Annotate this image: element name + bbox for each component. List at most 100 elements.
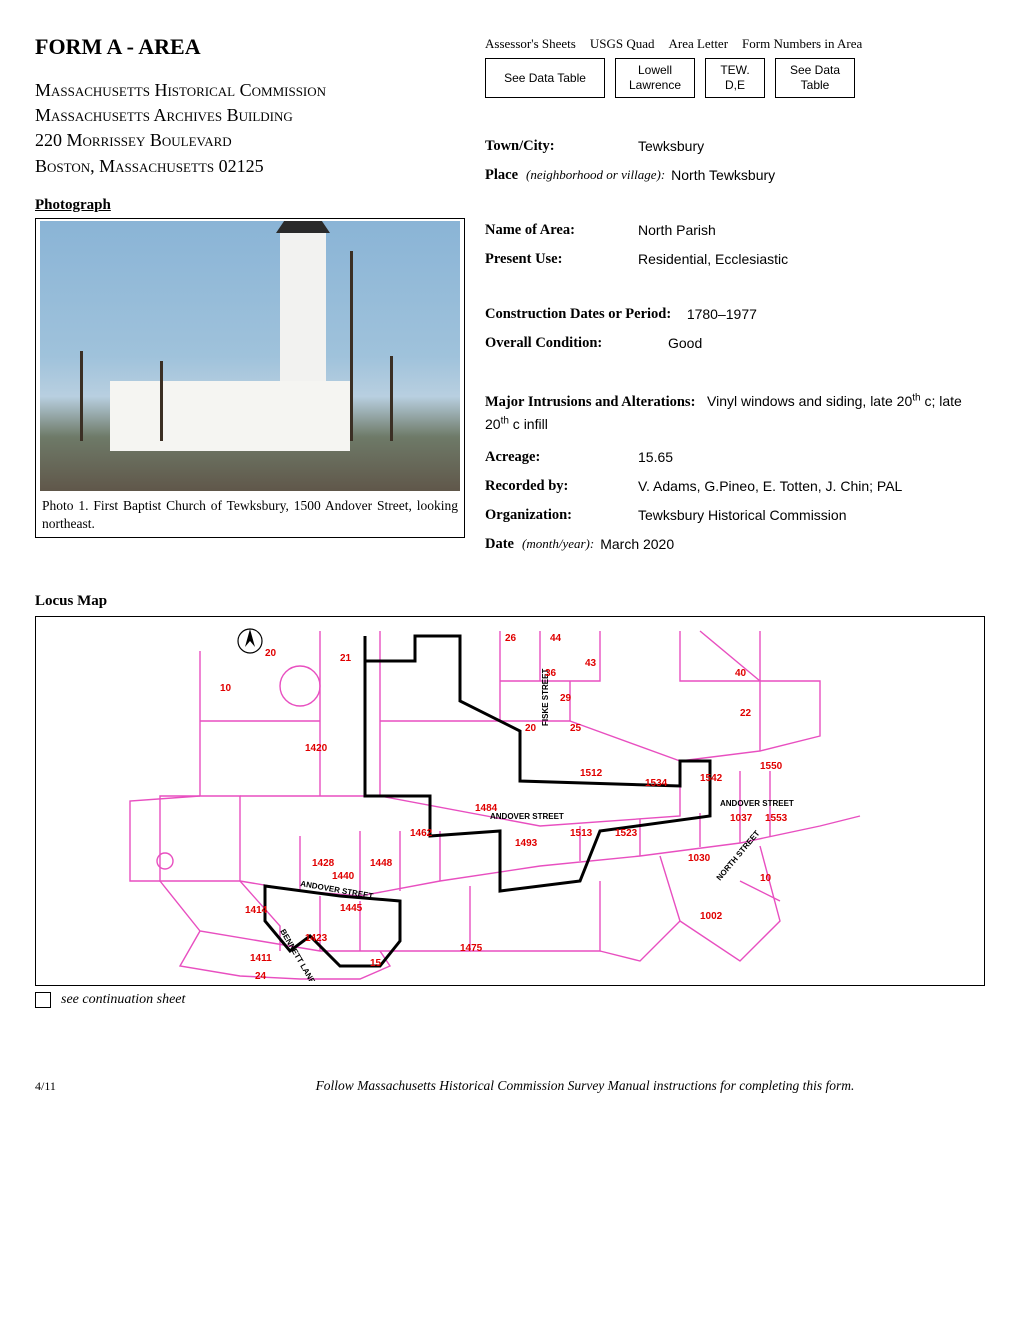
date-sublabel: (month/year): <box>522 536 594 553</box>
continuation-row: see continuation sheet <box>35 992 985 1008</box>
locus-map-image: ANDOVER STREET ANDOVER STREET ANDOVER ST… <box>40 621 980 981</box>
dates-label: Construction Dates or Period: <box>485 306 671 323</box>
org-label: Organization: <box>485 507 630 524</box>
street-label: NORTH STREET <box>715 829 762 883</box>
svg-text:1411: 1411 <box>250 953 272 964</box>
form-numbers-cell: See Data Table <box>775 58 855 98</box>
svg-text:20: 20 <box>265 648 277 659</box>
commission-line: Massachusetts Archives Building <box>35 103 465 128</box>
svg-text:43: 43 <box>585 658 597 669</box>
svg-text:1523: 1523 <box>615 828 638 839</box>
condition-value: Good <box>668 335 702 352</box>
svg-text:1475: 1475 <box>460 943 483 954</box>
svg-text:1030: 1030 <box>688 853 711 864</box>
svg-text:1462: 1462 <box>410 828 433 839</box>
place-value: North Tewksbury <box>671 167 775 184</box>
svg-text:1493: 1493 <box>515 838 538 849</box>
cell-text: Lawrence <box>622 78 688 93</box>
cell-text: Table <box>782 78 848 93</box>
date-value: March 2020 <box>600 536 674 553</box>
fields-block: Town/City: Tewksbury Place (neighborhood… <box>485 138 985 553</box>
cell-text: See Data <box>782 63 848 78</box>
svg-text:1553: 1553 <box>765 813 788 824</box>
svg-text:36: 36 <box>545 668 557 679</box>
place-label: Place <box>485 167 518 184</box>
town-label: Town/City: <box>485 138 630 155</box>
cell-text: TEW. <box>712 63 758 78</box>
header-boxes: See Data Table Lowell Lawrence TEW. D,E … <box>485 58 985 98</box>
svg-text:1414: 1414 <box>245 905 268 916</box>
header-label: Assessor's Sheets <box>485 36 576 52</box>
photograph-image <box>40 221 460 491</box>
svg-text:1428: 1428 <box>312 858 335 869</box>
photo-caption: Photo 1. First Baptist Church of Tewksbu… <box>40 497 460 533</box>
svg-text:1484: 1484 <box>475 803 498 814</box>
form-title: FORM A - AREA <box>35 34 465 60</box>
use-label: Present Use: <box>485 251 630 268</box>
svg-text:40: 40 <box>735 668 747 679</box>
parcel-numbers: 10 20 21 26 44 43 36 29 20 25 40 22 1420… <box>220 633 788 981</box>
footer-instructions: Follow Massachusetts Historical Commissi… <box>185 1078 985 1094</box>
date-label: Date <box>485 536 514 553</box>
photograph-heading: Photograph <box>35 197 465 214</box>
condition-label: Overall Condition: <box>485 335 660 352</box>
superscript: th <box>912 392 920 403</box>
svg-text:1423: 1423 <box>305 933 328 944</box>
cell-text: Lowell <box>622 63 688 78</box>
town-value: Tewksbury <box>638 138 704 155</box>
svg-text:25: 25 <box>570 723 582 734</box>
street-label: ANDOVER STREET <box>490 812 564 821</box>
text-part: Vinyl windows and siding, late 20 <box>707 393 912 409</box>
page-number: 4/11 <box>35 1079 185 1094</box>
header-label: Area Letter <box>668 36 728 52</box>
svg-text:1513: 1513 <box>570 828 593 839</box>
header-labels: Assessor's Sheets USGS Quad Area Letter … <box>485 36 985 52</box>
svg-text:1037: 1037 <box>730 813 753 824</box>
svg-text:26: 26 <box>505 633 517 644</box>
area-letter-cell: TEW. D,E <box>705 58 765 98</box>
org-value: Tewksbury Historical Commission <box>638 507 847 524</box>
continuation-checkbox[interactable] <box>35 992 51 1008</box>
name-label: Name of Area: <box>485 222 630 239</box>
svg-text:1420: 1420 <box>305 743 328 754</box>
svg-text:1512: 1512 <box>580 768 603 779</box>
commission-address: Massachusetts Historical Commission Mass… <box>35 78 465 179</box>
street-label: ANDOVER STREET <box>720 799 794 808</box>
cell-text: D,E <box>712 78 758 93</box>
footer: 4/11 Follow Massachusetts Historical Com… <box>35 1078 985 1094</box>
svg-text:20: 20 <box>525 723 537 734</box>
acreage-value: 15.65 <box>638 449 673 466</box>
svg-text:1542: 1542 <box>700 773 723 784</box>
svg-text:1445: 1445 <box>340 903 363 914</box>
svg-text:22: 22 <box>740 708 752 719</box>
header-label: Form Numbers in Area <box>742 36 862 52</box>
name-value: North Parish <box>638 222 716 239</box>
svg-text:1448: 1448 <box>370 858 393 869</box>
usgs-cell: Lowell Lawrence <box>615 58 695 98</box>
commission-line: 220 Morrissey Boulevard <box>35 128 465 153</box>
svg-text:1534: 1534 <box>645 778 668 789</box>
recorded-value: V. Adams, G.Pineo, E. Totten, J. Chin; P… <box>638 478 902 495</box>
svg-text:24: 24 <box>255 971 267 981</box>
assessors-cell: See Data Table <box>485 58 605 98</box>
use-value: Residential, Ecclesiastic <box>638 251 788 268</box>
acreage-label: Acreage: <box>485 449 630 466</box>
svg-text:1440: 1440 <box>332 871 355 882</box>
cell-text: See Data Table <box>492 71 598 86</box>
street-label: ANDOVER STREET <box>300 879 374 901</box>
svg-text:1550: 1550 <box>760 761 783 772</box>
locus-frame: ANDOVER STREET ANDOVER STREET ANDOVER ST… <box>35 616 985 986</box>
continuation-text: see continuation sheet <box>61 992 185 1008</box>
svg-text:10: 10 <box>760 873 772 884</box>
intrusions-label: Major Intrusions and Alterations: <box>485 394 695 410</box>
header-label: USGS Quad <box>590 36 655 52</box>
place-sublabel: (neighborhood or village): <box>526 167 665 184</box>
photo-frame: Photo 1. First Baptist Church of Tewksbu… <box>35 218 465 538</box>
superscript: th <box>501 415 509 426</box>
commission-line: Boston, Massachusetts 02125 <box>35 154 465 179</box>
dates-value: 1780–1977 <box>687 306 757 323</box>
recorded-label: Recorded by: <box>485 478 630 495</box>
svg-text:29: 29 <box>560 693 572 704</box>
svg-text:15: 15 <box>370 958 382 969</box>
svg-text:21: 21 <box>340 653 352 664</box>
